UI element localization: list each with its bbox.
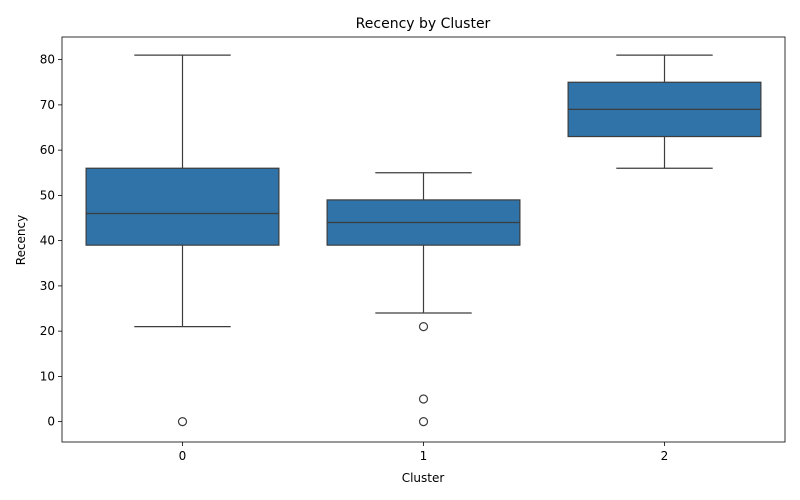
y-tick-label: 30 xyxy=(40,279,55,293)
x-axis-label: Cluster xyxy=(402,471,445,485)
y-tick-label: 50 xyxy=(40,188,55,202)
x-tick-label: 0 xyxy=(179,449,187,463)
y-tick-label: 10 xyxy=(40,369,55,383)
y-tick-label: 0 xyxy=(47,415,55,429)
x-tick-label: 2 xyxy=(661,449,669,463)
plot-area xyxy=(85,54,762,427)
y-tick-label: 40 xyxy=(40,234,55,248)
y-tick-label: 80 xyxy=(40,53,55,67)
x-tick-label: 1 xyxy=(420,449,428,463)
box-iqr xyxy=(85,167,280,246)
y-tick-label: 20 xyxy=(40,324,55,338)
outlier-point xyxy=(177,417,188,427)
y-axis-label: Recency xyxy=(14,215,28,265)
y-tick-label: 60 xyxy=(40,143,55,157)
outlier-point xyxy=(418,417,429,427)
outlier-point xyxy=(418,322,429,332)
chart-title: Recency by Cluster xyxy=(356,16,491,32)
outlier-point xyxy=(418,394,429,404)
y-tick-label: 70 xyxy=(40,98,55,112)
